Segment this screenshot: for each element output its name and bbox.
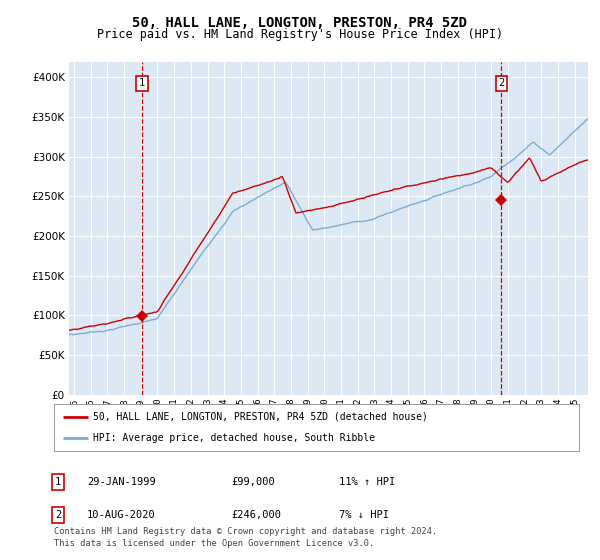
- Text: 11% ↑ HPI: 11% ↑ HPI: [339, 477, 395, 487]
- Text: 10-AUG-2020: 10-AUG-2020: [87, 510, 156, 520]
- Text: 29-JAN-1999: 29-JAN-1999: [87, 477, 156, 487]
- Text: £246,000: £246,000: [231, 510, 281, 520]
- Text: Price paid vs. HM Land Registry's House Price Index (HPI): Price paid vs. HM Land Registry's House …: [97, 28, 503, 41]
- Text: 1: 1: [55, 477, 61, 487]
- Text: £99,000: £99,000: [231, 477, 275, 487]
- Text: 50, HALL LANE, LONGTON, PRESTON, PR4 5ZD (detached house): 50, HALL LANE, LONGTON, PRESTON, PR4 5ZD…: [94, 412, 428, 422]
- Text: 7% ↓ HPI: 7% ↓ HPI: [339, 510, 389, 520]
- Text: 2: 2: [55, 510, 61, 520]
- Text: Contains HM Land Registry data © Crown copyright and database right 2024.
This d: Contains HM Land Registry data © Crown c…: [54, 527, 437, 548]
- Text: 2: 2: [498, 78, 505, 88]
- Text: 50, HALL LANE, LONGTON, PRESTON, PR4 5ZD: 50, HALL LANE, LONGTON, PRESTON, PR4 5ZD: [133, 16, 467, 30]
- Text: HPI: Average price, detached house, South Ribble: HPI: Average price, detached house, Sout…: [94, 433, 376, 444]
- Text: 1: 1: [139, 78, 145, 88]
